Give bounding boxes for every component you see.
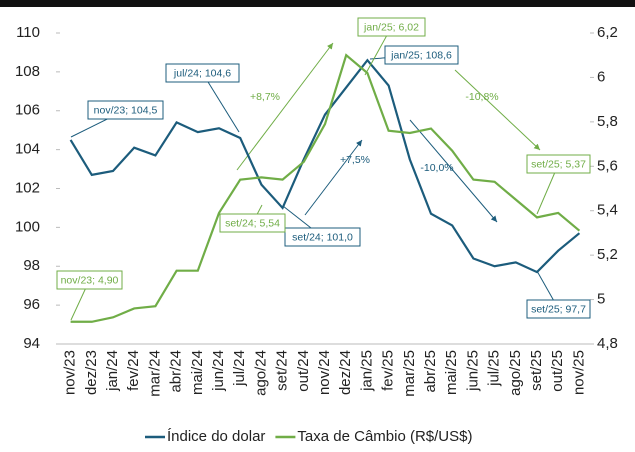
annotation-box — [284, 227, 361, 247]
trend-label: +7,5% — [340, 154, 370, 166]
x-tick-label: mai/24 — [189, 350, 206, 395]
annotation-text: nov/23; 104,5 — [94, 104, 158, 116]
top-bar — [0, 0, 635, 7]
y-tick-label: 98 — [23, 257, 40, 274]
y2-tick-label: 6,2 — [597, 24, 618, 41]
trend-label: -10,0% — [420, 162, 453, 174]
trend-arrows — [236, 42, 541, 223]
annotation: jan/25; 108,6 — [369, 45, 459, 65]
annotation-box — [384, 45, 459, 65]
legend-label: Índice do dolar — [167, 428, 265, 445]
annotation: nov/23; 104,5 — [70, 100, 164, 138]
x-tick-label: out/24 — [295, 350, 312, 392]
x-tick-label: fev/24 — [125, 350, 142, 391]
x-tick-label: fev/25 — [380, 350, 397, 391]
annotation-box — [357, 17, 426, 37]
x-tick-label: ago/25 — [507, 350, 524, 396]
annotation: set/24; 5,54 — [219, 204, 286, 233]
y-tick-label: 106 — [15, 102, 40, 119]
line-series — [70, 53, 581, 323]
y2-tick-label: 5,6 — [597, 157, 618, 174]
annotation-box — [165, 63, 240, 83]
y2-tick-label: 5,4 — [597, 202, 618, 219]
annotation: jan/25; 6,02 — [357, 17, 426, 76]
x-tick-label: abr/25 — [422, 350, 439, 393]
annotation-box — [526, 154, 591, 174]
annotation: nov/23; 4,90 — [56, 270, 123, 321]
x-tick-label: set/24 — [274, 350, 291, 391]
annotation-text: set/24; 101,0 — [292, 231, 353, 243]
annotation-text: set/24; 5,54 — [225, 217, 280, 229]
x-tick-label: jan/25 — [358, 350, 375, 392]
x-tick-label: nov/25 — [570, 350, 587, 395]
y-tick-label: 108 — [15, 63, 40, 80]
annotation-text: set/25; 5,37 — [531, 158, 586, 170]
trend-label: +8,7% — [250, 91, 280, 103]
x-tick-label: out/25 — [549, 350, 566, 392]
y2-tick-label: 4,8 — [597, 335, 618, 352]
annotation-text: nov/23; 4,90 — [61, 274, 119, 286]
y2-tick-label: 5,2 — [597, 246, 618, 263]
annotation-box — [87, 100, 164, 120]
y2-tick-label: 6 — [597, 68, 605, 85]
annotation-box — [526, 299, 591, 319]
x-tick-label: abr/24 — [168, 350, 185, 393]
x-tick-label: dez/24 — [337, 350, 354, 395]
y-tick-label: 102 — [15, 179, 40, 196]
x-tick-label: jan/24 — [104, 350, 121, 392]
legend-label: Taxa de Câmbio (R$/US$) — [297, 428, 472, 445]
x-tick-label: mar/25 — [401, 350, 418, 397]
x-tick-label: set/25 — [528, 350, 545, 391]
x-tick-label: mai/25 — [443, 350, 460, 395]
x-tick-label: jul/25 — [486, 350, 503, 387]
y-tick-label: 96 — [23, 296, 40, 313]
x-tick-label: nov/24 — [316, 350, 333, 395]
annotation-text: jan/25; 108,6 — [390, 49, 452, 61]
y-tick-label: 104 — [15, 141, 40, 158]
x-tick-label: jun/25 — [464, 350, 481, 392]
x-tick-label: jul/24 — [231, 350, 248, 387]
annotation: set/25; 97,7 — [526, 270, 591, 319]
annotation: set/24; 101,0 — [282, 205, 361, 247]
y2-tick-label: 5 — [597, 291, 605, 308]
annotation-text: jan/25; 6,02 — [363, 21, 419, 33]
line-series — [69, 58, 581, 274]
y2-tick-label: 5,8 — [597, 113, 618, 130]
annotation-text: jul/24; 104,6 — [173, 67, 231, 79]
annotation: set/25; 5,37 — [526, 154, 591, 215]
y-tick-label: 94 — [23, 335, 40, 352]
y-tick-label: 110 — [16, 24, 40, 41]
x-tick-label: jun/24 — [210, 350, 227, 392]
x-tick-label: nov/23 — [62, 350, 79, 395]
x-tick-label: dez/23 — [83, 350, 100, 395]
x-tick-label: mar/24 — [146, 350, 163, 397]
annotation: jul/24; 104,6 — [165, 63, 240, 133]
x-tick-label: ago/24 — [252, 350, 269, 396]
y-tick-label: 100 — [15, 218, 40, 235]
trend-label: -10,8% — [465, 91, 498, 103]
annotation-box — [56, 270, 123, 290]
annotation-box — [219, 213, 286, 233]
annotation-text: set/25; 97,7 — [531, 303, 586, 315]
leader-line — [202, 72, 240, 133]
